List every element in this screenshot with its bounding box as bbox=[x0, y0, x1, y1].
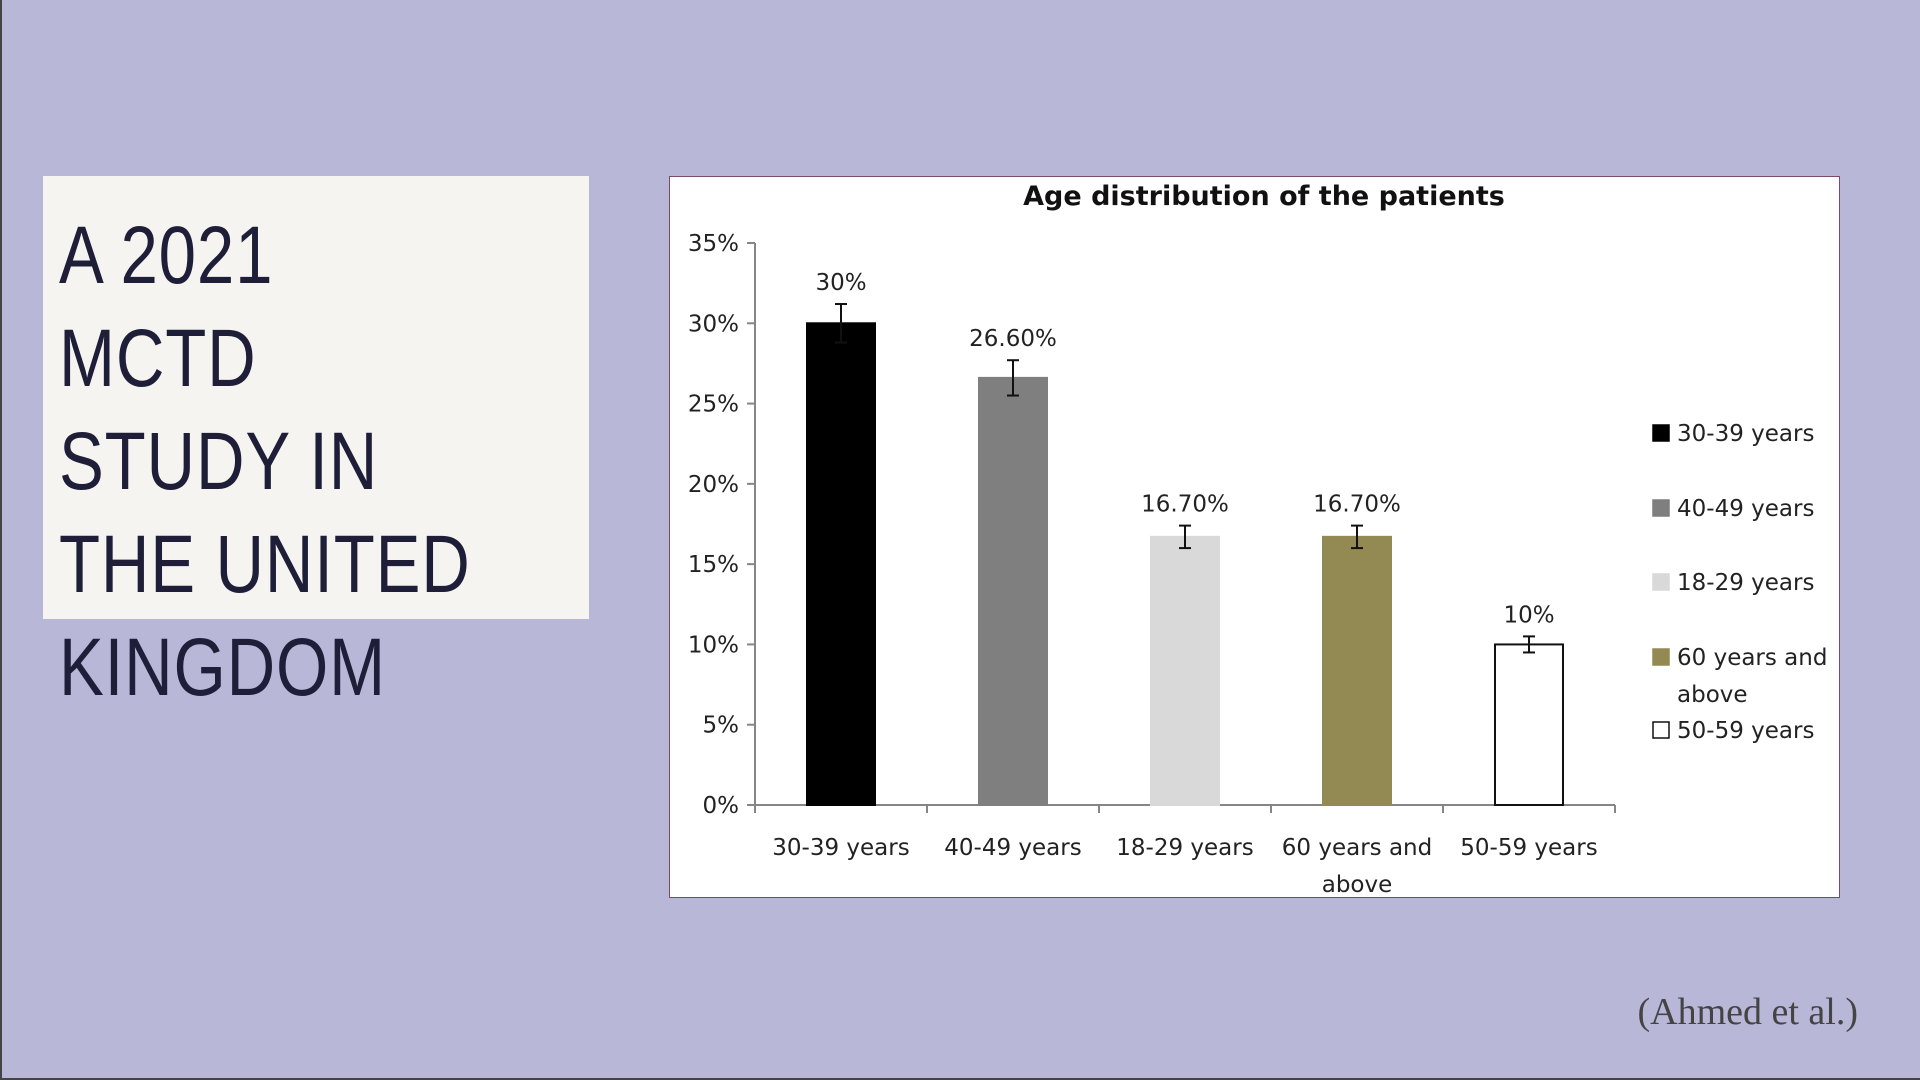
legend-label: 60 years and bbox=[1677, 645, 1827, 671]
x-tick-label: 60 years and bbox=[1282, 835, 1432, 861]
legend-label: above bbox=[1677, 682, 1748, 708]
y-tick-label: 5% bbox=[703, 713, 740, 739]
slide-title: A 2021 MCTD STUDY IN THE UNITED KINGDOM bbox=[59, 210, 471, 713]
x-tick-label: above bbox=[1322, 872, 1393, 897]
bar bbox=[1322, 535, 1392, 806]
data-label: 26.60% bbox=[969, 326, 1057, 352]
legend-label: 50-59 years bbox=[1677, 718, 1814, 744]
y-tick-label: 0% bbox=[703, 793, 740, 819]
legend-swatch bbox=[1652, 424, 1670, 442]
y-tick-label: 20% bbox=[688, 472, 739, 498]
bar bbox=[1494, 643, 1564, 806]
bar bbox=[978, 376, 1048, 806]
data-label: 16.70% bbox=[1141, 492, 1229, 518]
legend-label: 18-29 years bbox=[1677, 570, 1814, 596]
legend-swatch bbox=[1652, 573, 1670, 591]
bar bbox=[1150, 535, 1220, 806]
bar bbox=[806, 322, 876, 807]
y-tick-label: 15% bbox=[688, 552, 739, 578]
citation: (Ahmed et al.) bbox=[1637, 991, 1858, 1033]
bar-chart: Age distribution of the patients 0% 5% 10%… bbox=[688, 181, 1828, 897]
y-tick-label: 25% bbox=[688, 392, 739, 418]
chart-panel: Age distribution of the patients 0% 5% 10%… bbox=[669, 176, 1840, 898]
y-tick-label: 30% bbox=[688, 311, 739, 337]
legend-label: 30-39 years bbox=[1677, 421, 1814, 447]
chart-title: Age distribution of the patients bbox=[1023, 181, 1505, 212]
y-tick-label: 10% bbox=[688, 632, 739, 658]
x-tick-label: 30-39 years bbox=[772, 835, 909, 861]
legend-swatch bbox=[1652, 499, 1670, 517]
legend-label: 40-49 years bbox=[1677, 496, 1814, 522]
x-tick-label: 18-29 years bbox=[1116, 835, 1253, 861]
data-label: 10% bbox=[1503, 602, 1554, 628]
data-label: 16.70% bbox=[1313, 492, 1401, 518]
data-label: 30% bbox=[815, 270, 866, 296]
y-tick-label: 35% bbox=[688, 231, 739, 257]
x-tick-label: 40-49 years bbox=[944, 835, 1081, 861]
legend-swatch bbox=[1652, 648, 1670, 666]
x-tick-label: 50-59 years bbox=[1460, 835, 1597, 861]
title-panel: A 2021 MCTD STUDY IN THE UNITED KINGDOM bbox=[43, 176, 589, 713]
legend-swatch bbox=[1652, 721, 1670, 739]
